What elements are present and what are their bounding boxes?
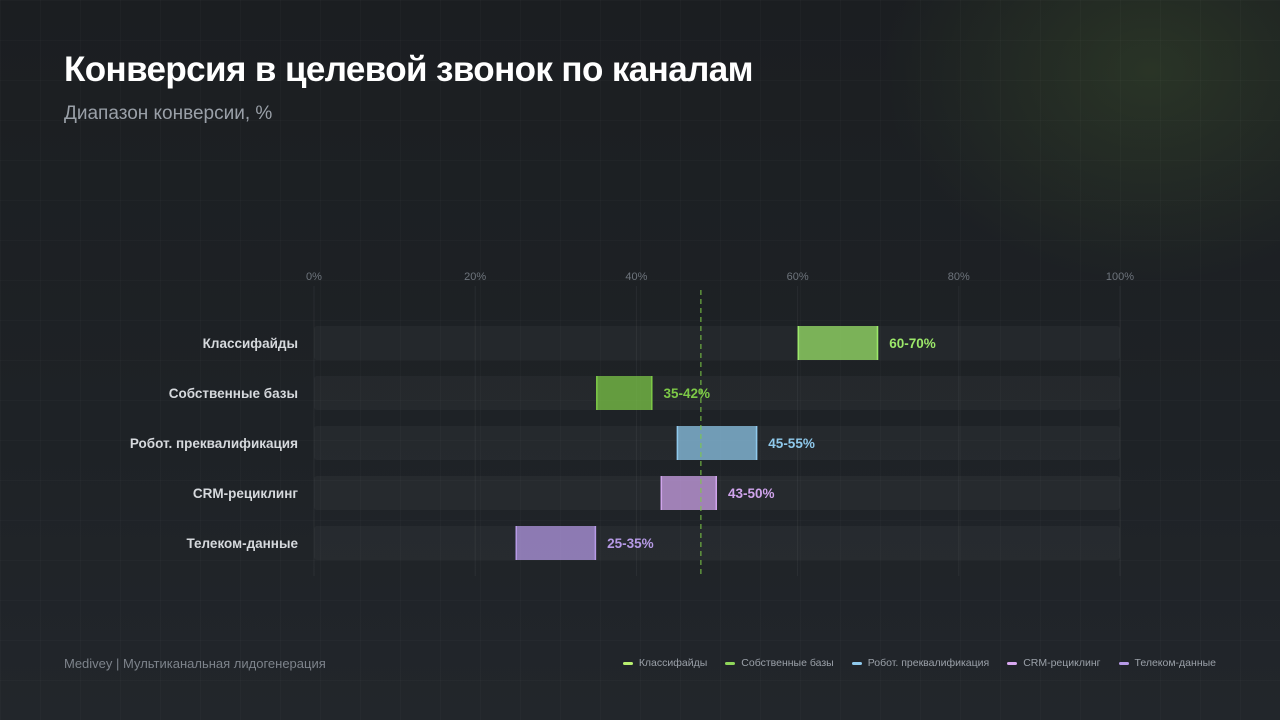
legend-swatch bbox=[622, 661, 633, 665]
legend-item: Собственные базы bbox=[725, 657, 834, 669]
page-title: Конверсия в целевой звонок по каналам bbox=[64, 50, 753, 89]
legend-item: Телеком-данные bbox=[1118, 657, 1217, 669]
legend-label: Классифайды bbox=[638, 657, 708, 669]
range-bar bbox=[515, 526, 597, 560]
x-tick-label: 0% bbox=[306, 271, 322, 283]
x-tick-label: 20% bbox=[464, 271, 486, 283]
range-value-label: 25-35% bbox=[607, 536, 654, 551]
legend-item: Робот. преквалификация bbox=[851, 657, 990, 669]
range-value-label: 35-42% bbox=[664, 386, 711, 401]
legend-swatch bbox=[1007, 661, 1018, 665]
legend-item: CRM-рециклинг bbox=[1007, 657, 1101, 669]
row-track bbox=[314, 326, 1120, 360]
legend-label: Собственные базы bbox=[741, 657, 834, 669]
range-bar bbox=[660, 476, 717, 510]
range-bar bbox=[596, 376, 653, 410]
chart-legend: Классифайды Собственные базы Робот. преква… bbox=[622, 657, 1217, 669]
x-tick-label: 80% bbox=[948, 271, 970, 283]
legend-swatch bbox=[851, 661, 862, 665]
x-tick-label: 100% bbox=[1106, 271, 1134, 283]
legend-label: Телеком-данные bbox=[1134, 657, 1217, 669]
legend-label: CRM-рециклинг bbox=[1023, 657, 1101, 669]
x-tick-label: 60% bbox=[787, 271, 809, 283]
category-label: Робот. преквалификация bbox=[130, 436, 298, 451]
range-value-label: 43-50% bbox=[728, 486, 775, 501]
category-label: Собственные базы bbox=[169, 386, 298, 401]
category-label: CRM-рециклинг bbox=[193, 486, 299, 501]
x-tick-label: 40% bbox=[625, 271, 647, 283]
legend-label: Робот. преквалификация bbox=[867, 657, 990, 669]
legend-swatch bbox=[1118, 661, 1129, 665]
row-track bbox=[314, 376, 1120, 410]
range-bar bbox=[676, 426, 758, 460]
category-label: Классифайды bbox=[203, 336, 298, 351]
legend-item: Классифайды bbox=[622, 657, 708, 669]
footer-source: Medivey | Мультиканальная лидогенерация bbox=[64, 656, 326, 671]
range-bar bbox=[797, 326, 879, 360]
page-subtitle: Диапазон конверсии, % bbox=[64, 103, 273, 124]
category-label: Телеком-данные bbox=[186, 536, 298, 551]
row-track bbox=[314, 526, 1120, 560]
range-value-label: 45-55% bbox=[768, 436, 815, 451]
legend-swatch bbox=[725, 661, 736, 665]
range-value-label: 60-70% bbox=[889, 336, 936, 351]
